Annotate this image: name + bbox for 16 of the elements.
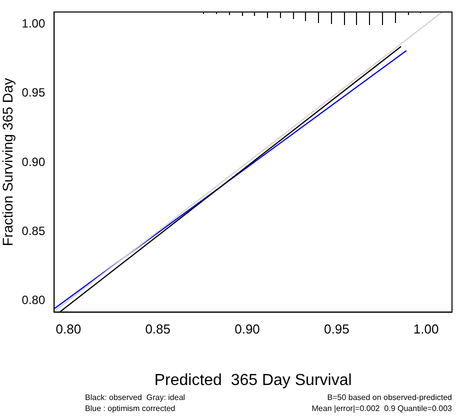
x-axis-title: Predicted 365 Day Survival <box>154 372 352 389</box>
x-tick-label: 1.00 <box>413 322 439 337</box>
text: Mean |error|=0.002 0.9 Quantile=0.003 <box>312 404 453 414</box>
y-tick-label: 0.85 <box>22 224 46 238</box>
y-axis-title: Fraction Surviving 365 Day <box>0 78 16 246</box>
x-tick-label: 0.80 <box>56 322 82 337</box>
text: Blue : optimism corrected <box>85 404 176 414</box>
text: B=50 based on observed-predicted <box>327 393 452 402</box>
y-tick-label: 0.95 <box>22 86 46 100</box>
x-tick-label: 0.95 <box>324 322 350 337</box>
x-tick-label: 0.90 <box>234 322 260 337</box>
x-tick-label: 0.85 <box>145 322 171 337</box>
y-tick-label: 0.90 <box>22 154 46 169</box>
y-tick-label: 1.00 <box>22 16 46 31</box>
y-tick-label: 0.80 <box>22 292 46 307</box>
text: Black: observed Gray: ideal <box>85 393 186 402</box>
